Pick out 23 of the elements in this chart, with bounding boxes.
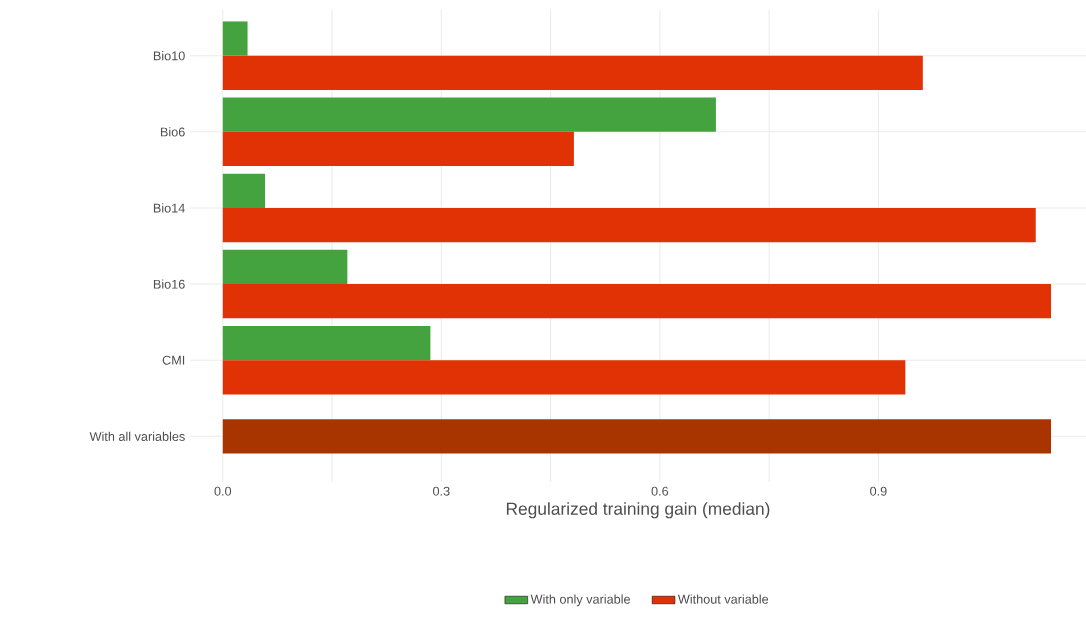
bar <box>222 249 348 285</box>
bar <box>222 131 574 167</box>
y-tick-label: With all variables <box>89 431 185 441</box>
x-axis-title: Regularized training gain (median) <box>506 502 770 519</box>
legend-label: With only variable <box>530 594 630 607</box>
x-tick-label: 0.0 <box>214 486 232 496</box>
x-tick-label: 0.6 <box>651 486 669 496</box>
bar <box>222 360 906 395</box>
x-tick-label: 0.9 <box>870 486 887 496</box>
bar <box>222 55 923 90</box>
y-tick-label: Bio6 <box>160 127 185 137</box>
y-tick-label: Bio10 <box>153 51 185 61</box>
bar <box>222 21 248 56</box>
y-tick-label: Bio16 <box>153 279 185 289</box>
bar <box>222 325 431 361</box>
legend-label: Without variable <box>677 594 769 604</box>
y-tick-label: Bio14 <box>153 203 185 213</box>
bar <box>222 284 1052 319</box>
bar <box>222 173 266 208</box>
y-tick-label: CMI <box>162 355 185 365</box>
bar <box>222 97 716 132</box>
x-tick-label: 0.3 <box>433 486 450 496</box>
bar <box>222 207 1036 243</box>
